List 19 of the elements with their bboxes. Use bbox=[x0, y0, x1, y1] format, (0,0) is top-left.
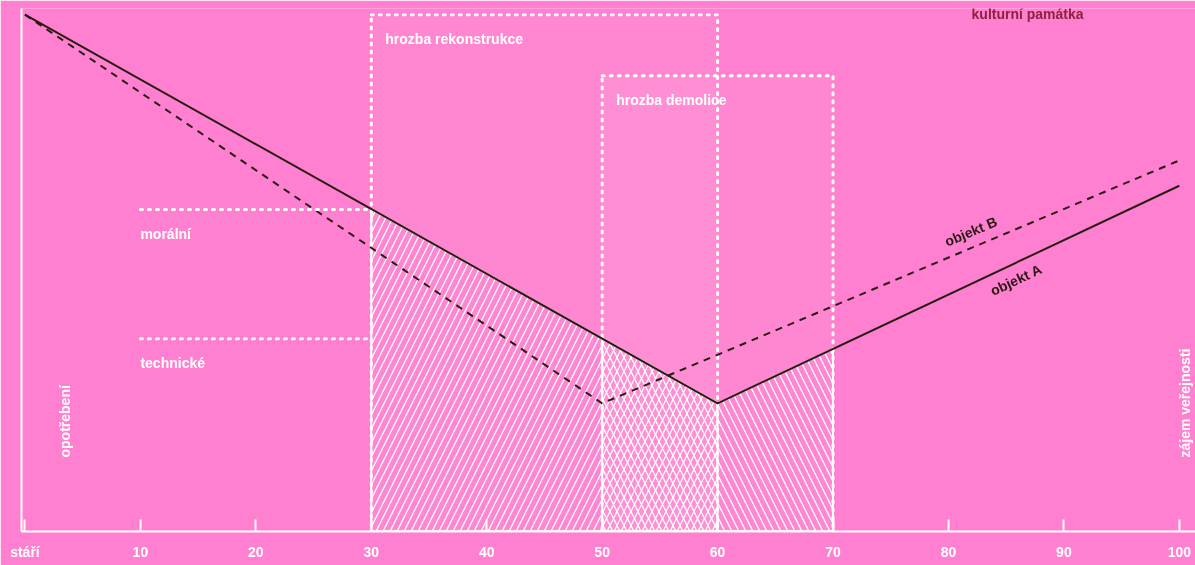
x-tick-label: 60 bbox=[709, 543, 726, 560]
x-tick-label: 70 bbox=[825, 543, 842, 560]
y2-axis-title: zájem veřejnosti bbox=[1176, 348, 1193, 458]
x-tick-label: 20 bbox=[248, 543, 264, 560]
ref-line-label: morální bbox=[140, 225, 193, 242]
y-axis-title: opotřebení bbox=[56, 384, 73, 458]
band-label: hrozba demolice bbox=[616, 91, 727, 108]
ref-line-label: technické bbox=[140, 354, 206, 371]
x-tick-label: 80 bbox=[940, 543, 957, 560]
band-label: hrozba rekonstrukce bbox=[385, 30, 524, 47]
x-tick-label: 90 bbox=[1056, 543, 1072, 560]
x-tick-label: stáří bbox=[10, 543, 41, 560]
annotation: kulturní památka bbox=[971, 5, 1084, 22]
x-tick-label: 100 bbox=[1167, 543, 1192, 560]
text: objekt B bbox=[942, 213, 1000, 250]
x-tick-label: 40 bbox=[478, 543, 495, 560]
x-tick-label: 30 bbox=[363, 543, 380, 560]
x-tick-label: 10 bbox=[132, 543, 149, 560]
x-tick-label: 50 bbox=[594, 543, 611, 560]
